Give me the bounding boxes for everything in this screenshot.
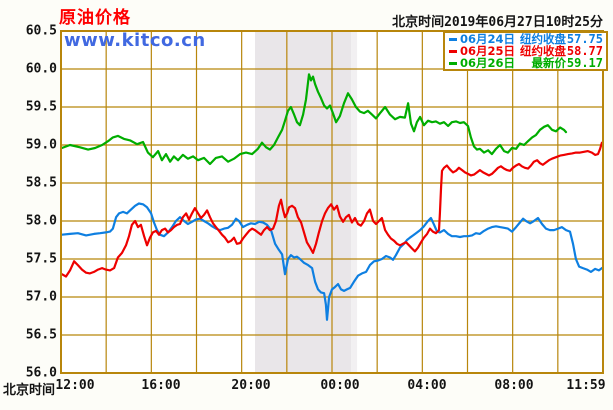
x-tick-label: 04:00 <box>407 378 447 393</box>
legend-label: 最新价 <box>531 56 567 70</box>
y-tick-label: 60.0 <box>25 61 57 77</box>
legend-date: 06月25日 <box>460 44 516 58</box>
jun25-line-swatch <box>449 49 457 53</box>
jun26-line-swatch <box>449 61 457 65</box>
x-tick-label: 12:00 <box>55 378 95 393</box>
page-title: 原油价格 <box>59 8 131 28</box>
beijing-timestamp: 北京时间2019年06月27日10时25分 <box>392 15 603 30</box>
legend-value: 58.77 <box>566 44 603 58</box>
legend-date: 06月26日 <box>460 56 516 70</box>
legend: 06月24日 纽约收盘 57.75 06月25日 纽约收盘 58.77 06月2… <box>443 31 608 71</box>
x-tick-label: 16:00 <box>141 378 181 393</box>
y-tick-label: 56.0 <box>25 365 57 381</box>
plot-border <box>60 30 604 374</box>
x-axis-title: 北京时间 <box>3 383 56 398</box>
y-tick-label: 58.0 <box>25 213 57 229</box>
jun24-line-swatch <box>449 37 457 41</box>
y-tick-label: 59.5 <box>25 99 57 115</box>
y-tick-label: 56.5 <box>25 327 57 343</box>
legend-value: 57.75 <box>566 32 603 46</box>
legend-date: 06月24日 <box>460 32 516 46</box>
session-shaded-band <box>254 31 352 373</box>
legend-value: 59.17 <box>566 56 603 70</box>
legend-row-jun26: 06月26日 最新价 59.17 <box>449 57 603 69</box>
kitco-watermark: www.kitco.cn <box>64 30 206 51</box>
price-line-jun26 <box>60 73 568 166</box>
legend-label: 纽约收盘 <box>520 32 566 46</box>
y-tick-label: 59.0 <box>25 137 57 153</box>
y-tick-label: 57.0 <box>25 289 57 305</box>
x-tick-label: 08:00 <box>494 378 534 393</box>
legend-row-jun24: 06月24日 纽约收盘 57.75 <box>449 33 603 45</box>
legend-label: 纽约收盘 <box>520 44 566 58</box>
x-tick-label: 11:59 <box>566 378 606 393</box>
y-tick-label: 58.5 <box>25 175 57 191</box>
y-tick-label: 60.5 <box>25 23 57 39</box>
price-line-jun25 <box>60 141 604 278</box>
x-tick-label: 00:00 <box>320 378 360 393</box>
session-band-fade <box>351 31 358 373</box>
legend-row-jun25: 06月25日 纽约收盘 58.77 <box>449 45 603 57</box>
y-tick-label: 57.5 <box>25 251 57 267</box>
x-tick-label: 20:00 <box>231 378 271 393</box>
